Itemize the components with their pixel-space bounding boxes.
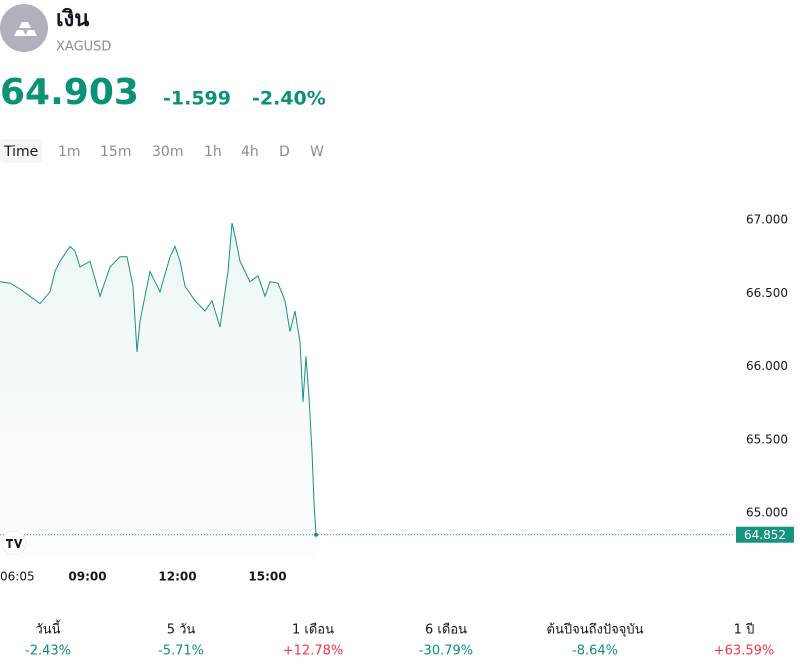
price-change: -1.599 [163, 88, 231, 110]
timeframe-button[interactable]: 1h [204, 144, 222, 160]
period-label[interactable]: 1 ปี [734, 622, 755, 638]
timeframe-button[interactable]: D [279, 144, 290, 160]
symbol-code: XAGUSD [56, 40, 111, 55]
timeframe-button[interactable]: 4h [241, 144, 259, 160]
x-tick-label: 06:05 [0, 570, 35, 584]
timeframe-button[interactable]: Time [3, 144, 38, 160]
symbol-name: เงิน [56, 7, 89, 32]
period-label[interactable]: วันนี้ [35, 620, 61, 638]
last-price-label: 64.852 [744, 528, 786, 542]
price-line [0, 222, 317, 535]
y-tick-label: 66.000 [746, 359, 788, 373]
price-change-percent: -2.40% [252, 88, 326, 110]
period-change[interactable]: +63.59% [714, 644, 774, 659]
last-price-box [736, 526, 794, 543]
area-fill [0, 223, 316, 557]
y-tick-label: 65.500 [746, 432, 788, 446]
y-tick-label: 67.000 [746, 213, 788, 227]
symbol-icon [0, 4, 48, 52]
timeframe-button[interactable]: 15m [100, 144, 131, 160]
period-change[interactable]: -8.64% [572, 644, 618, 659]
period-change[interactable]: +12.78% [283, 644, 343, 659]
price: 64.903 [0, 72, 139, 113]
y-tick-label: 65.000 [746, 506, 788, 520]
period-label[interactable]: 5 วัน [167, 623, 196, 638]
last-point [314, 532, 318, 537]
timeframe-button[interactable]: 30m [152, 144, 183, 160]
period-label[interactable]: 1 เดือน [292, 622, 334, 638]
period-change[interactable]: -30.79% [419, 644, 473, 659]
period-change[interactable]: -2.43% [25, 644, 71, 659]
x-tick-label: 15:00 [248, 570, 286, 584]
period-label[interactable]: 6 เดือน [425, 622, 467, 638]
timeframe-selected [0, 139, 42, 163]
period-change[interactable]: -5.71% [158, 644, 204, 659]
period-label[interactable]: ต้นปีจนถึงปัจจุบัน [547, 622, 644, 638]
x-tick-label: 12:00 [158, 570, 196, 584]
y-tick-label: 66.500 [746, 286, 788, 300]
x-tick-label: 09:00 [68, 570, 106, 584]
timeframe-button[interactable]: 1m [58, 144, 81, 160]
timeframe-button[interactable]: W [310, 144, 324, 160]
tv-logo [1, 530, 27, 556]
